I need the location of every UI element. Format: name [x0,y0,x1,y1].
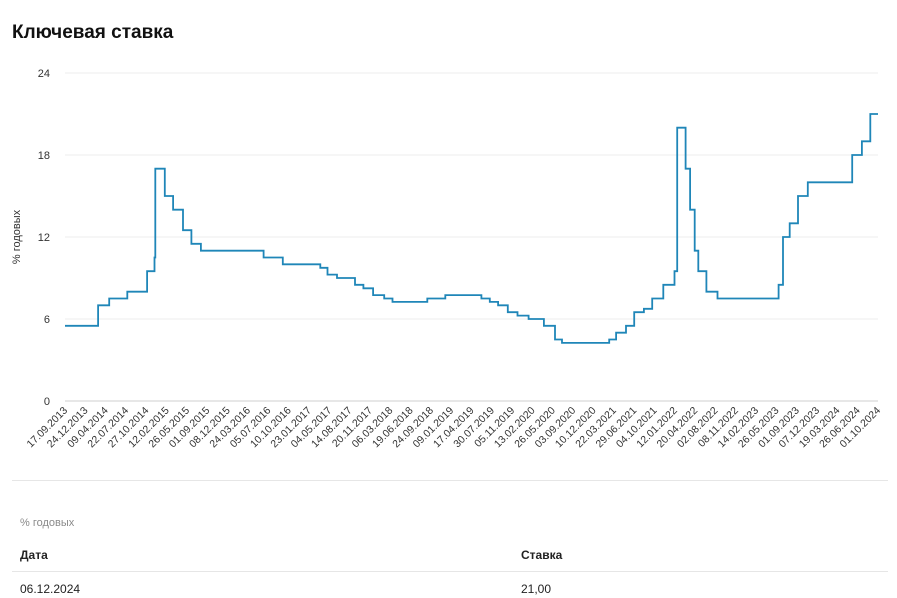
x-tick-labels: 17.09.201324.12.201309.04.201422.07.2014… [24,405,883,451]
table-header-rate: Ставка [521,548,563,562]
key-rate-series-line [65,113,878,344]
y-tick-label: 24 [38,68,50,80]
y-tick-label: 6 [44,314,50,326]
key-rate-chart: 0 6 12 18 24 17.09.201324.12.201309.04.20142… [11,68,883,451]
table-header-date: Дата [20,548,48,562]
grid-lines [65,72,878,402]
y-tick-label: 0 [44,396,50,408]
table-cell-date: 06.12.2024 [20,582,81,596]
y-tick-labels: 0 6 12 18 24 [38,68,50,408]
table-cell-rate: 21,00 [521,582,552,596]
section-divider [12,480,888,481]
table-divider [12,571,888,572]
y-axis-label: % годовых [11,209,23,264]
y-tick-label: 18 [38,150,50,162]
table-unit-note: % годовых [20,517,75,529]
y-tick-label: 12 [38,232,50,244]
page-title: Ключевая ставка [12,22,174,43]
